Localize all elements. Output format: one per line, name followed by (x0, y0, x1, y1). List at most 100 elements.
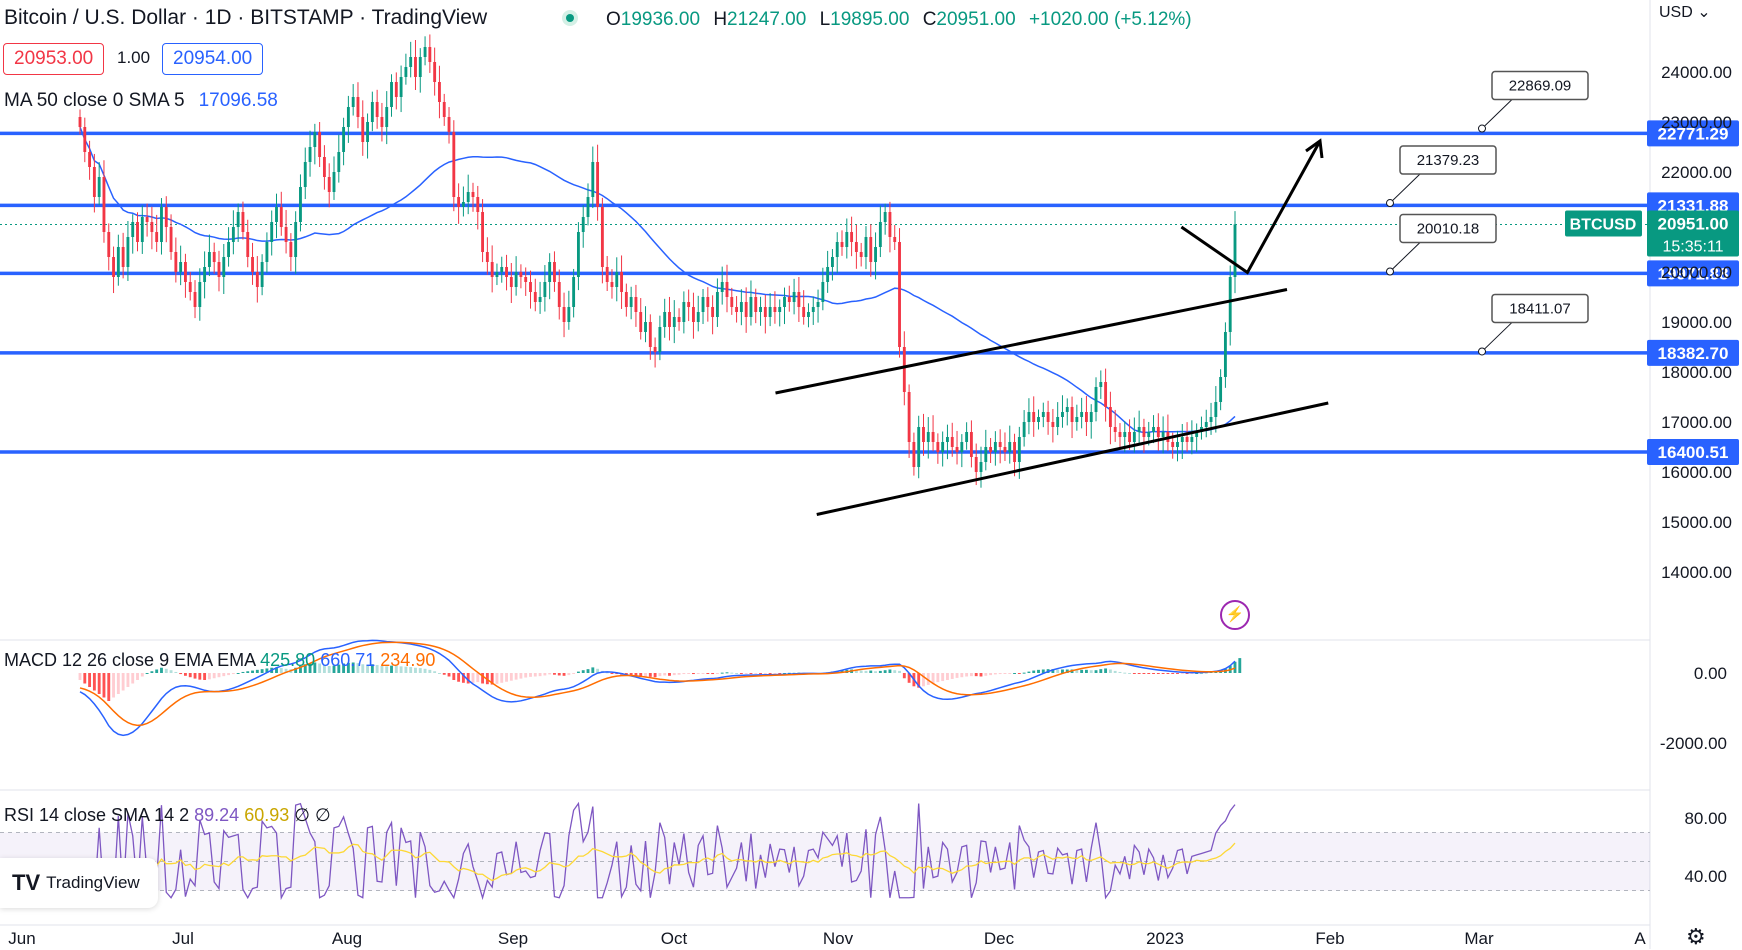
macd-hist-bar (1147, 673, 1151, 674)
macd-hist-bar (965, 673, 969, 677)
rsi-legend[interactable]: RSI 14 close SMA 14 2 89.24 60.93 ∅ ∅ (4, 805, 331, 826)
currency-selector[interactable]: USD ⌄ (1659, 2, 1711, 22)
candle-body (1099, 382, 1103, 387)
macd-hist-bar (888, 669, 892, 673)
tradingview-logo[interactable]: TV TradingView (0, 858, 158, 908)
candle-body (78, 117, 82, 127)
ma-legend[interactable]: MA 50 close 0 SMA 5 17096.58 (4, 90, 278, 112)
candle-body (658, 327, 662, 352)
gear-icon[interactable]: ⚙ (1686, 924, 1706, 949)
time-axis[interactable]: Jun Jul Aug Sep Oct Nov Dec 2023 Feb Mar A (8, 929, 1646, 948)
sell-price-button[interactable]: 20953.00 (3, 43, 105, 75)
candle-body (907, 392, 911, 442)
macd-hist-bar (313, 662, 317, 673)
macd-line-value: 660.71 (320, 650, 376, 670)
macd-hist-bar (131, 673, 135, 684)
lightning-icon[interactable]: ⚡ (1220, 600, 1250, 630)
candle-body (198, 282, 202, 307)
macd-hist-bar (112, 673, 115, 698)
annotation-anchor-2 (1386, 267, 1394, 276)
moving-average (79, 126, 1236, 434)
price-axis[interactable]: 24000.0023000.0022000.0021000.0020000.00… (1565, 63, 1739, 886)
candle-body (1075, 417, 1079, 422)
candle-body (730, 297, 734, 307)
candle-body (342, 127, 346, 152)
candle-body (543, 282, 547, 297)
macd-hist-bar (1142, 673, 1146, 674)
annotation-connector-3 (1481, 322, 1513, 352)
macd-hist-bar (744, 673, 748, 674)
candle-body (878, 222, 882, 247)
macd-hist-bar (433, 671, 437, 673)
macd-pane (78, 639, 1242, 737)
candle-body (744, 302, 748, 317)
candle-body (495, 272, 499, 277)
macd-hist-bar (476, 673, 480, 683)
candle-body (1032, 412, 1036, 422)
candle-body (279, 207, 283, 227)
level-label-bg-3 (1647, 339, 1739, 366)
macd-hist-bar (993, 673, 997, 675)
macd-hist-bar (361, 664, 365, 673)
candle-body (1037, 417, 1040, 422)
macd-hist-bar (92, 673, 96, 691)
macd-hist-bar (452, 673, 456, 680)
candle-body (859, 252, 863, 257)
macd-hist-bar (677, 673, 681, 675)
macd-hist-bar (730, 672, 734, 674)
macd-hist-bar (658, 673, 662, 677)
price-tick-7: 17000.00 (1661, 413, 1732, 432)
macd-hist-bar (854, 669, 858, 673)
candle-body (500, 267, 504, 272)
macd-hist-bar (1051, 669, 1055, 673)
candle-body (1176, 442, 1179, 447)
macd-legend[interactable]: MACD 12 26 close 9 EMA EMA 425.80 660.71… (4, 650, 435, 671)
candle-body (596, 162, 600, 207)
macd-hist-bar (715, 673, 719, 674)
candle-body (998, 442, 1002, 447)
candle-body (414, 57, 417, 77)
macd-hist-bar (485, 673, 489, 685)
candle-body (754, 297, 758, 312)
candle-body (289, 242, 293, 257)
macd-hist-bar (778, 673, 782, 674)
macd-hist-bar (936, 673, 940, 683)
macd-hist-bar (629, 673, 633, 676)
candle-body (1137, 427, 1141, 432)
candle-body (835, 242, 839, 257)
buy-price-button[interactable]: 20954.00 (162, 43, 264, 75)
macd-hist-bar (418, 668, 422, 673)
macd-hist-bar (1123, 672, 1127, 674)
candle-body (1080, 412, 1084, 417)
macd-hist-bar (303, 664, 307, 673)
annotation-box-2 (1399, 213, 1497, 244)
macd-hist-bar (524, 673, 528, 678)
macd-hist-bar (859, 670, 863, 673)
macd-hist-bar (668, 673, 671, 676)
macd-hist-bar (284, 668, 288, 673)
spread-value: 1.00 (117, 48, 151, 67)
macd-hist-value: 425.80 (260, 650, 316, 670)
macd-hist-bar (203, 673, 207, 680)
macd-hist-bar (969, 673, 973, 677)
macd-hist-bar (145, 673, 149, 674)
candle-body (1161, 432, 1165, 437)
macd-hist-bar (878, 670, 882, 673)
candle-body (1022, 422, 1026, 437)
projection-path (1180, 140, 1322, 275)
market-status-icon[interactable] (562, 10, 578, 26)
candle-body (993, 442, 997, 452)
macd-hist-bar (442, 673, 446, 675)
trend-drawings[interactable]: 22869.09 21379.23 20010.18 18411.07 (775, 70, 1589, 516)
candle-body (207, 252, 211, 267)
candle-body (509, 277, 513, 287)
candle-body (265, 242, 269, 262)
candle-body (394, 82, 398, 97)
candle-body (217, 262, 221, 277)
candle-body (567, 307, 571, 322)
time-label-3: Sep (498, 929, 528, 948)
candle-body (984, 447, 988, 462)
macd-hist-bar (648, 673, 652, 677)
